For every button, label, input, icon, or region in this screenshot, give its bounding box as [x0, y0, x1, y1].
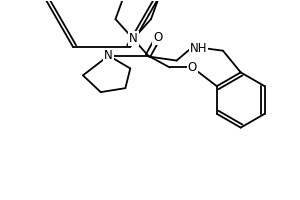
Text: N: N	[129, 32, 138, 45]
Text: O: O	[153, 31, 163, 44]
Text: NH: NH	[190, 42, 207, 55]
Text: O: O	[188, 61, 197, 74]
Text: N: N	[104, 49, 113, 62]
